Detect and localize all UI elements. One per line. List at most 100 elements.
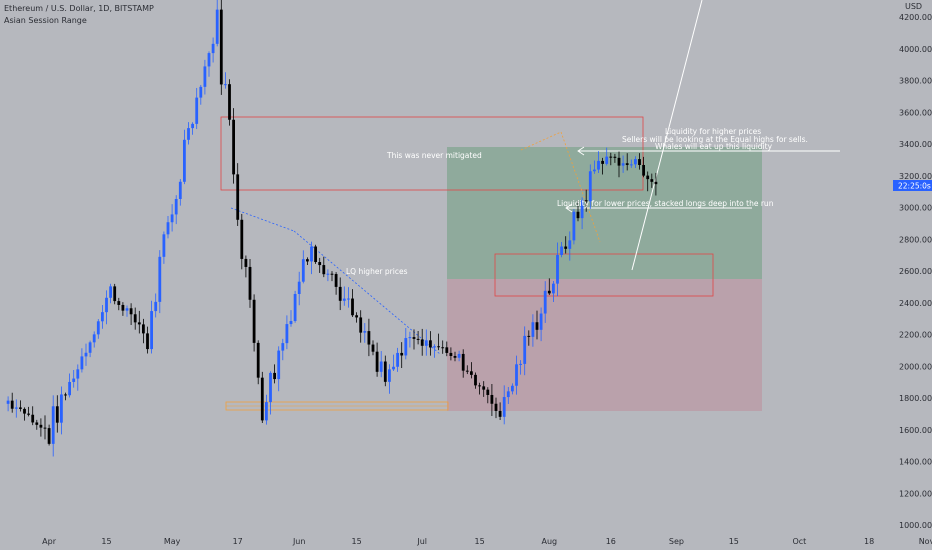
- candle-up: [224, 84, 227, 86]
- candle-up: [72, 378, 76, 382]
- candle-down: [429, 340, 432, 348]
- candle-up: [203, 66, 207, 87]
- indicator-label[interactable]: Asian Session Range: [4, 16, 87, 25]
- candle-down: [494, 403, 498, 411]
- time-tick-label: Nov: [919, 537, 932, 546]
- candle-down: [236, 174, 240, 220]
- candle-down: [437, 346, 440, 348]
- note-sellers: Sellers will be looking at the Equal hig…: [622, 135, 808, 144]
- candle-down: [355, 315, 358, 318]
- candle-down: [617, 157, 621, 166]
- candle-down: [248, 266, 252, 300]
- candle-down: [383, 361, 387, 382]
- candle-down: [228, 84, 231, 120]
- currency-label: USD: [905, 2, 922, 11]
- candle-up: [76, 369, 80, 379]
- candle-down: [306, 259, 309, 262]
- candle-down: [260, 377, 264, 421]
- candle-up: [109, 286, 112, 298]
- candle-up: [342, 298, 346, 301]
- candle-down: [334, 274, 338, 287]
- candle-down: [547, 290, 551, 294]
- candle-up: [162, 234, 166, 257]
- candle-down: [19, 407, 22, 409]
- candle-up: [183, 139, 186, 182]
- candle-up: [211, 43, 215, 54]
- candle-up: [556, 254, 559, 284]
- candle-up: [621, 163, 625, 166]
- candle-up: [215, 9, 219, 44]
- price-axis[interactable]: USD 4200.00 4000.00 3800.00 3600.00 3400.00 3…: [893, 2, 932, 530]
- candle-down: [43, 427, 47, 429]
- price-tick-label: 2400.00: [899, 299, 932, 308]
- candle-down: [650, 179, 654, 182]
- candle-down: [601, 160, 604, 164]
- candle-down: [416, 338, 420, 340]
- time-tick-label: 15: [729, 537, 739, 546]
- candle-down: [490, 394, 494, 404]
- stacked-longs-arrowhead: [565, 203, 573, 213]
- candle-down: [314, 246, 317, 263]
- candle-up: [96, 321, 100, 335]
- candle-up: [539, 313, 543, 330]
- candle-up: [150, 311, 153, 350]
- candle-down: [400, 352, 404, 356]
- long-position-profit-zone: [447, 147, 762, 279]
- candle-up: [396, 352, 399, 367]
- current-price-label: 22:25:0s: [898, 182, 931, 191]
- time-axis[interactable]: Apr15May17Jun15Jul15Aug16Sep15Oct18Nov15: [42, 537, 932, 546]
- candle-down: [482, 386, 486, 390]
- candle-down: [461, 353, 465, 371]
- candle-down: [322, 265, 326, 275]
- candle-up: [170, 214, 174, 223]
- note-liquidity-higher: Liquidity for higher prices: [665, 127, 761, 136]
- time-tick-label: May: [164, 537, 181, 546]
- candle-up: [634, 159, 637, 165]
- candle-up: [68, 381, 71, 396]
- candle-down: [273, 372, 276, 380]
- candle-down: [64, 394, 67, 396]
- candle-up: [207, 53, 211, 67]
- candle-up: [597, 160, 600, 170]
- candle-down: [39, 424, 43, 428]
- candle-down: [576, 211, 580, 219]
- price-tick-label: 3000.00: [899, 204, 932, 213]
- candle-up: [281, 343, 285, 351]
- candle-up: [511, 385, 514, 392]
- candle-up: [580, 200, 584, 219]
- candle-up: [301, 259, 305, 282]
- candle-up: [187, 128, 190, 140]
- candle-down: [420, 339, 424, 346]
- symbol-title[interactable]: Ethereum / U.S. Dollar, 1D, BITSTAMP: [4, 4, 154, 13]
- candle-down: [113, 286, 117, 302]
- candle-up: [125, 308, 129, 311]
- time-tick-label: Apr: [42, 537, 57, 546]
- price-tick-label: 1200.00: [899, 489, 932, 498]
- price-tick-label: 4000.00: [899, 45, 932, 54]
- candle-up: [560, 246, 563, 255]
- candle-down: [133, 314, 137, 323]
- candle-down: [441, 347, 445, 349]
- candle-down: [35, 422, 39, 425]
- candle-up: [101, 312, 104, 322]
- candle-up: [552, 283, 555, 294]
- candle-up: [523, 335, 527, 364]
- candle-down: [10, 400, 14, 409]
- candle-down: [613, 156, 617, 158]
- time-tick-label: 17: [233, 537, 243, 546]
- candle-up: [297, 281, 301, 294]
- time-tick-label: Sep: [669, 537, 684, 546]
- candle-up: [310, 246, 313, 262]
- candle-down: [478, 385, 481, 387]
- projection-line: [631, 0, 703, 271]
- candle-up: [379, 361, 383, 372]
- price-tick-label: 2600.00: [899, 267, 932, 276]
- time-tick-label: 18: [864, 537, 874, 546]
- trendline-orange-a: [520, 131, 562, 151]
- candle-up: [105, 297, 108, 313]
- candle-down: [129, 308, 133, 315]
- price-tick-label: 2800.00: [899, 235, 932, 244]
- note-never-mitigated: This was never mitigated: [386, 151, 482, 160]
- candle-down: [654, 181, 658, 185]
